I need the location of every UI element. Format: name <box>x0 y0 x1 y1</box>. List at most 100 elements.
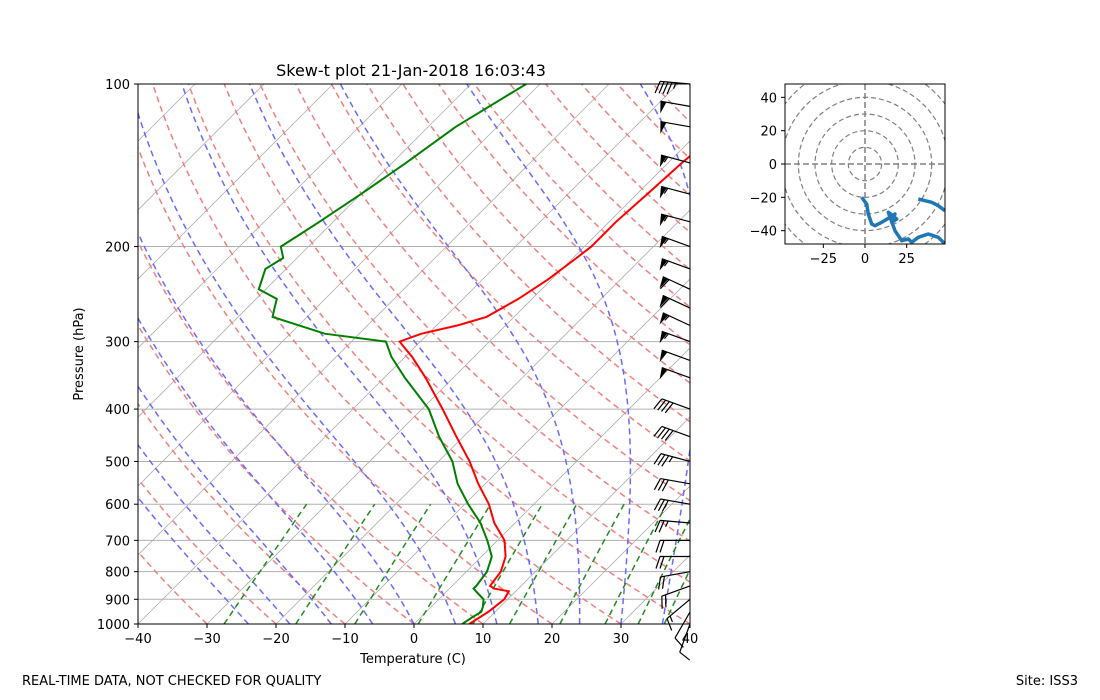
barb-staff <box>660 213 691 223</box>
isotherm <box>138 84 196 142</box>
y-tick-label: 1000 <box>97 618 130 633</box>
x-tick-label: −20 <box>262 632 289 647</box>
y-tick-label: 300 <box>105 336 130 351</box>
barb-full <box>666 82 673 95</box>
y-tick-label: 400 <box>105 403 130 418</box>
barb-full <box>659 556 665 569</box>
y-tick-label: 100 <box>105 78 130 93</box>
barb-flag <box>659 276 669 289</box>
moist-adiabat <box>248 84 539 624</box>
dry-adiabat <box>223 84 690 584</box>
isotherm <box>0 84 57 624</box>
barb-flag <box>660 121 667 134</box>
dry-adiabat <box>187 84 690 624</box>
mixing-ratio-line <box>354 503 432 624</box>
isotherm <box>206 140 690 624</box>
hodograph-trace <box>860 196 945 244</box>
wind-barb <box>659 312 691 327</box>
barb-flag <box>659 155 667 168</box>
barb-staff <box>660 185 691 195</box>
wind-barb <box>659 330 691 344</box>
barb-half <box>668 456 674 463</box>
barb-flag <box>660 101 667 114</box>
isotherm <box>275 209 690 624</box>
x-tick-label: −40 <box>124 632 151 647</box>
barb-staff <box>660 571 691 578</box>
isotherm <box>138 84 610 556</box>
wind-barb <box>659 185 691 199</box>
barb-half <box>663 238 669 245</box>
skewt-profiles <box>257 84 690 624</box>
wind-barb <box>659 154 691 168</box>
mixing-ratio-line <box>472 503 543 624</box>
hodo-y-tick-label: −40 <box>750 225 777 240</box>
barb-full <box>653 478 661 490</box>
wind-barb <box>653 498 691 512</box>
wind-barb <box>653 425 691 441</box>
barb-full <box>660 297 670 308</box>
x-tick-label: 20 <box>544 632 561 647</box>
y-tick-label: 200 <box>105 241 130 256</box>
wind-barb <box>655 555 690 569</box>
skewt-y-label: Pressure (hPa) <box>72 307 87 400</box>
barb-full <box>657 499 665 512</box>
y-tick-label: 600 <box>105 498 130 513</box>
moist-adiabat <box>639 84 690 624</box>
wind-barbs <box>653 80 691 661</box>
dry-adiabat <box>366 84 690 423</box>
barb-full <box>660 428 670 440</box>
moist-adiabat <box>181 84 498 624</box>
mixing-ratio-line <box>417 503 492 624</box>
mixing-ratio-line <box>223 503 308 624</box>
dry-adiabat <box>138 550 208 624</box>
barb-full <box>654 81 661 94</box>
barb-half <box>665 520 669 528</box>
barb-full <box>664 430 674 441</box>
hodo-x-tick-label: 0 <box>861 252 869 267</box>
dewpoint-trace <box>257 84 527 624</box>
barb-staff <box>660 80 691 85</box>
dry-adiabat <box>138 402 346 624</box>
barb-staff <box>661 258 691 270</box>
barb-full <box>661 479 669 492</box>
wind-barb <box>655 539 690 553</box>
wind-barb <box>654 80 691 95</box>
wind-barb <box>653 453 691 467</box>
barb-half <box>664 315 670 321</box>
barb-full <box>674 637 684 648</box>
dry-adiabat <box>545 84 690 234</box>
barb-half <box>663 187 669 194</box>
barb-staff <box>660 154 691 164</box>
isotherm <box>759 84 1100 624</box>
wind-barb <box>653 398 691 414</box>
barb-full <box>657 399 667 411</box>
hodograph-grid <box>785 84 945 244</box>
barb-full <box>659 540 665 553</box>
barb-full <box>653 398 663 410</box>
barb-staff <box>662 294 691 309</box>
dry-adiabat <box>295 84 690 502</box>
barb-staff <box>662 276 691 290</box>
barb-full <box>657 478 665 491</box>
y-tick-label: 900 <box>105 593 130 608</box>
dry-adiabat <box>259 84 690 543</box>
barb-full <box>653 498 661 511</box>
wind-barb <box>659 294 691 309</box>
barb-full <box>658 576 662 590</box>
barb-full <box>658 520 665 533</box>
barb-half <box>672 82 677 89</box>
skewt-y-axis: 100 200 300 400 500 600 700 800 900 1000 <box>97 78 138 633</box>
isotherm <box>620 554 690 624</box>
x-tick-label: −10 <box>331 632 358 647</box>
barb-staff <box>661 398 691 410</box>
barb-full <box>654 520 661 533</box>
isotherm <box>482 416 690 624</box>
isotherm <box>551 485 690 624</box>
barb-full <box>661 596 663 609</box>
wind-barb <box>661 585 691 609</box>
wind-barb <box>653 477 691 492</box>
barb-staff <box>660 519 691 524</box>
x-tick-label: 10 <box>475 632 492 647</box>
isotherm <box>138 84 541 487</box>
dry-adiabat <box>138 145 553 624</box>
